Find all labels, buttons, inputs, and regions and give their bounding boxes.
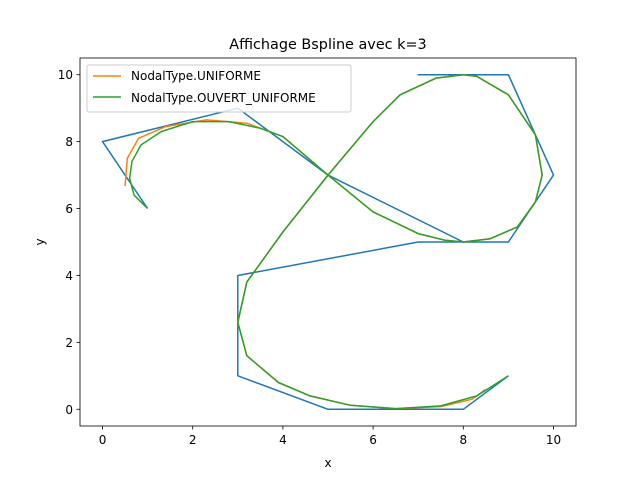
y-axis-label: y <box>33 238 47 245</box>
legend-label-ouvert-uniforme: NodalType.OUVERT_UNIFORME <box>131 91 316 105</box>
x-axis: 0 2 4 6 8 10 <box>99 426 561 447</box>
y-axis: 0 2 4 6 8 10 <box>58 68 80 417</box>
y-tick-label: 2 <box>65 336 73 350</box>
chart-title: Affichage Bspline avec k=3 <box>229 37 426 53</box>
x-tick-label: 0 <box>99 433 107 447</box>
x-tick-label: 2 <box>189 433 197 447</box>
legend-label-uniforme: NodalType.UNIFORME <box>131 69 261 83</box>
x-tick-label: 10 <box>546 433 561 447</box>
x-tick-label: 6 <box>369 433 377 447</box>
bspline-ouvert-uniforme-line <box>128 73 543 410</box>
x-tick-label: 8 <box>459 433 467 447</box>
series-layer <box>101 73 555 411</box>
plot-frame <box>79 57 577 427</box>
control-polygon-line <box>101 73 555 411</box>
legend: NodalType.UNIFORME NodalType.OUVERT_UNIF… <box>86 64 352 113</box>
legend-box <box>86 64 352 113</box>
x-tick-label: 4 <box>279 433 287 447</box>
y-tick-label: 8 <box>65 135 73 149</box>
y-tick-label: 0 <box>65 403 73 417</box>
y-tick-label: 6 <box>65 202 73 216</box>
x-axis-label: x <box>324 456 331 470</box>
y-tick-label: 4 <box>65 269 73 283</box>
y-tick-label: 10 <box>58 68 73 82</box>
